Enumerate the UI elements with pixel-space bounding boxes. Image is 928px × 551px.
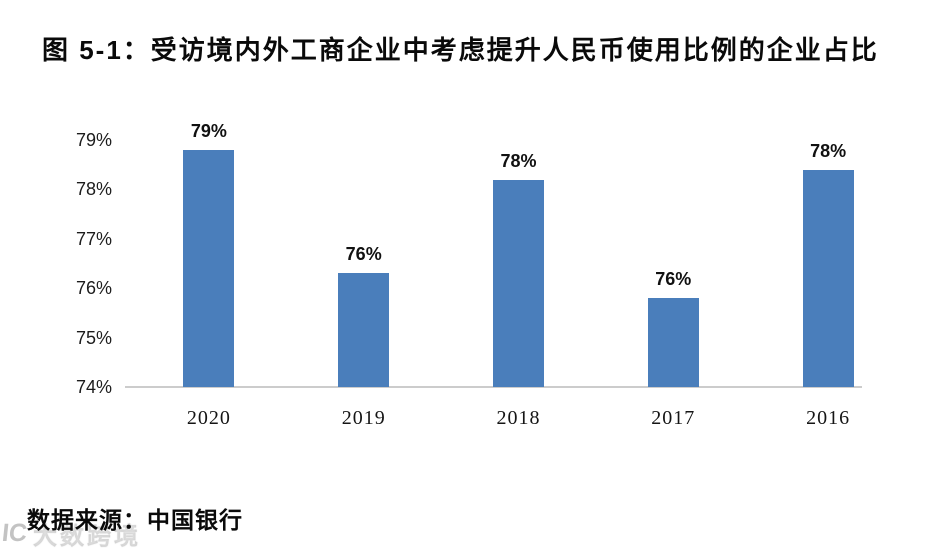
- y-axis-tick: 75%: [75, 328, 112, 348]
- x-axis-tick: 2016: [806, 407, 851, 429]
- bar-value-label: 79%: [190, 121, 227, 141]
- bar-value-label: 78%: [810, 141, 847, 161]
- bar-2017: [647, 298, 699, 387]
- y-axis-tick: 76%: [75, 278, 112, 298]
- bar-2016: [802, 170, 854, 387]
- source-note: 数据来源：中国银行: [27, 507, 243, 533]
- bar-2019: [338, 273, 390, 387]
- x-axis-tick: 2020: [186, 407, 231, 429]
- page-title: 图 5-1：受访境内外工商企业中考虑提升人民币使用比例的企业占比: [42, 35, 879, 65]
- y-axis-tick: 74%: [75, 377, 112, 397]
- x-axis-line: [125, 386, 862, 388]
- y-axis-tick: 78%: [75, 179, 112, 199]
- bar-chart: 79% 78% 77% 76% 75% 74% 79% 2020 76% 2019 78…: [0, 110, 928, 450]
- bar-value-label: 76%: [345, 244, 382, 264]
- y-axis-tick: 77%: [75, 229, 112, 249]
- y-axis-tick: 79%: [75, 130, 112, 150]
- watermark-logo-icon: IC: [0, 519, 29, 547]
- x-axis-tick: 2019: [341, 407, 386, 429]
- x-axis-tick: 2017: [651, 407, 696, 429]
- bar-value-label: 78%: [500, 151, 537, 171]
- x-axis-tick: 2018: [496, 407, 541, 429]
- bar-2018: [493, 180, 544, 387]
- watermark: IC 大数跨境: [0, 516, 141, 551]
- watermark-text: 大数跨境: [33, 523, 141, 550]
- bar-2020: [183, 150, 235, 387]
- bar-value-label: 76%: [655, 269, 692, 289]
